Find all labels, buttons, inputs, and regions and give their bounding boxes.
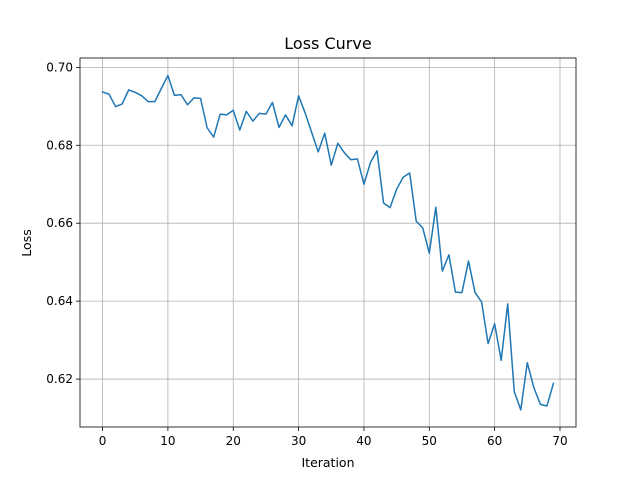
x-tick-label: 10 xyxy=(160,434,175,448)
x-axis-label: Iteration xyxy=(301,455,354,470)
y-tick-label: 0.68 xyxy=(46,138,73,152)
series-layer xyxy=(101,74,555,411)
x-tick-label: 70 xyxy=(552,434,567,448)
x-tick-label: 30 xyxy=(291,434,306,448)
y-tick-label: 0.66 xyxy=(46,216,73,230)
x-tick-label: 50 xyxy=(422,434,437,448)
grid xyxy=(80,58,576,427)
y-tick-label: 0.62 xyxy=(46,372,73,386)
x-tick-label: 20 xyxy=(226,434,241,448)
y-tick-label: 0.64 xyxy=(46,294,73,308)
y-tick-label: 0.70 xyxy=(46,60,73,74)
x-tick-label: 60 xyxy=(487,434,502,448)
y-axis-label: Loss xyxy=(19,229,34,256)
y-axis: 0.62 0.64 0.66 0.68 0.70 xyxy=(46,60,80,386)
x-axis: 0 10 20 30 40 50 60 70 xyxy=(99,427,568,448)
chart-title: Loss Curve xyxy=(284,34,371,53)
loss-series-line xyxy=(101,74,555,411)
x-tick-label: 0 xyxy=(99,434,107,448)
x-tick-label: 40 xyxy=(356,434,371,448)
plot-frame xyxy=(79,57,577,428)
